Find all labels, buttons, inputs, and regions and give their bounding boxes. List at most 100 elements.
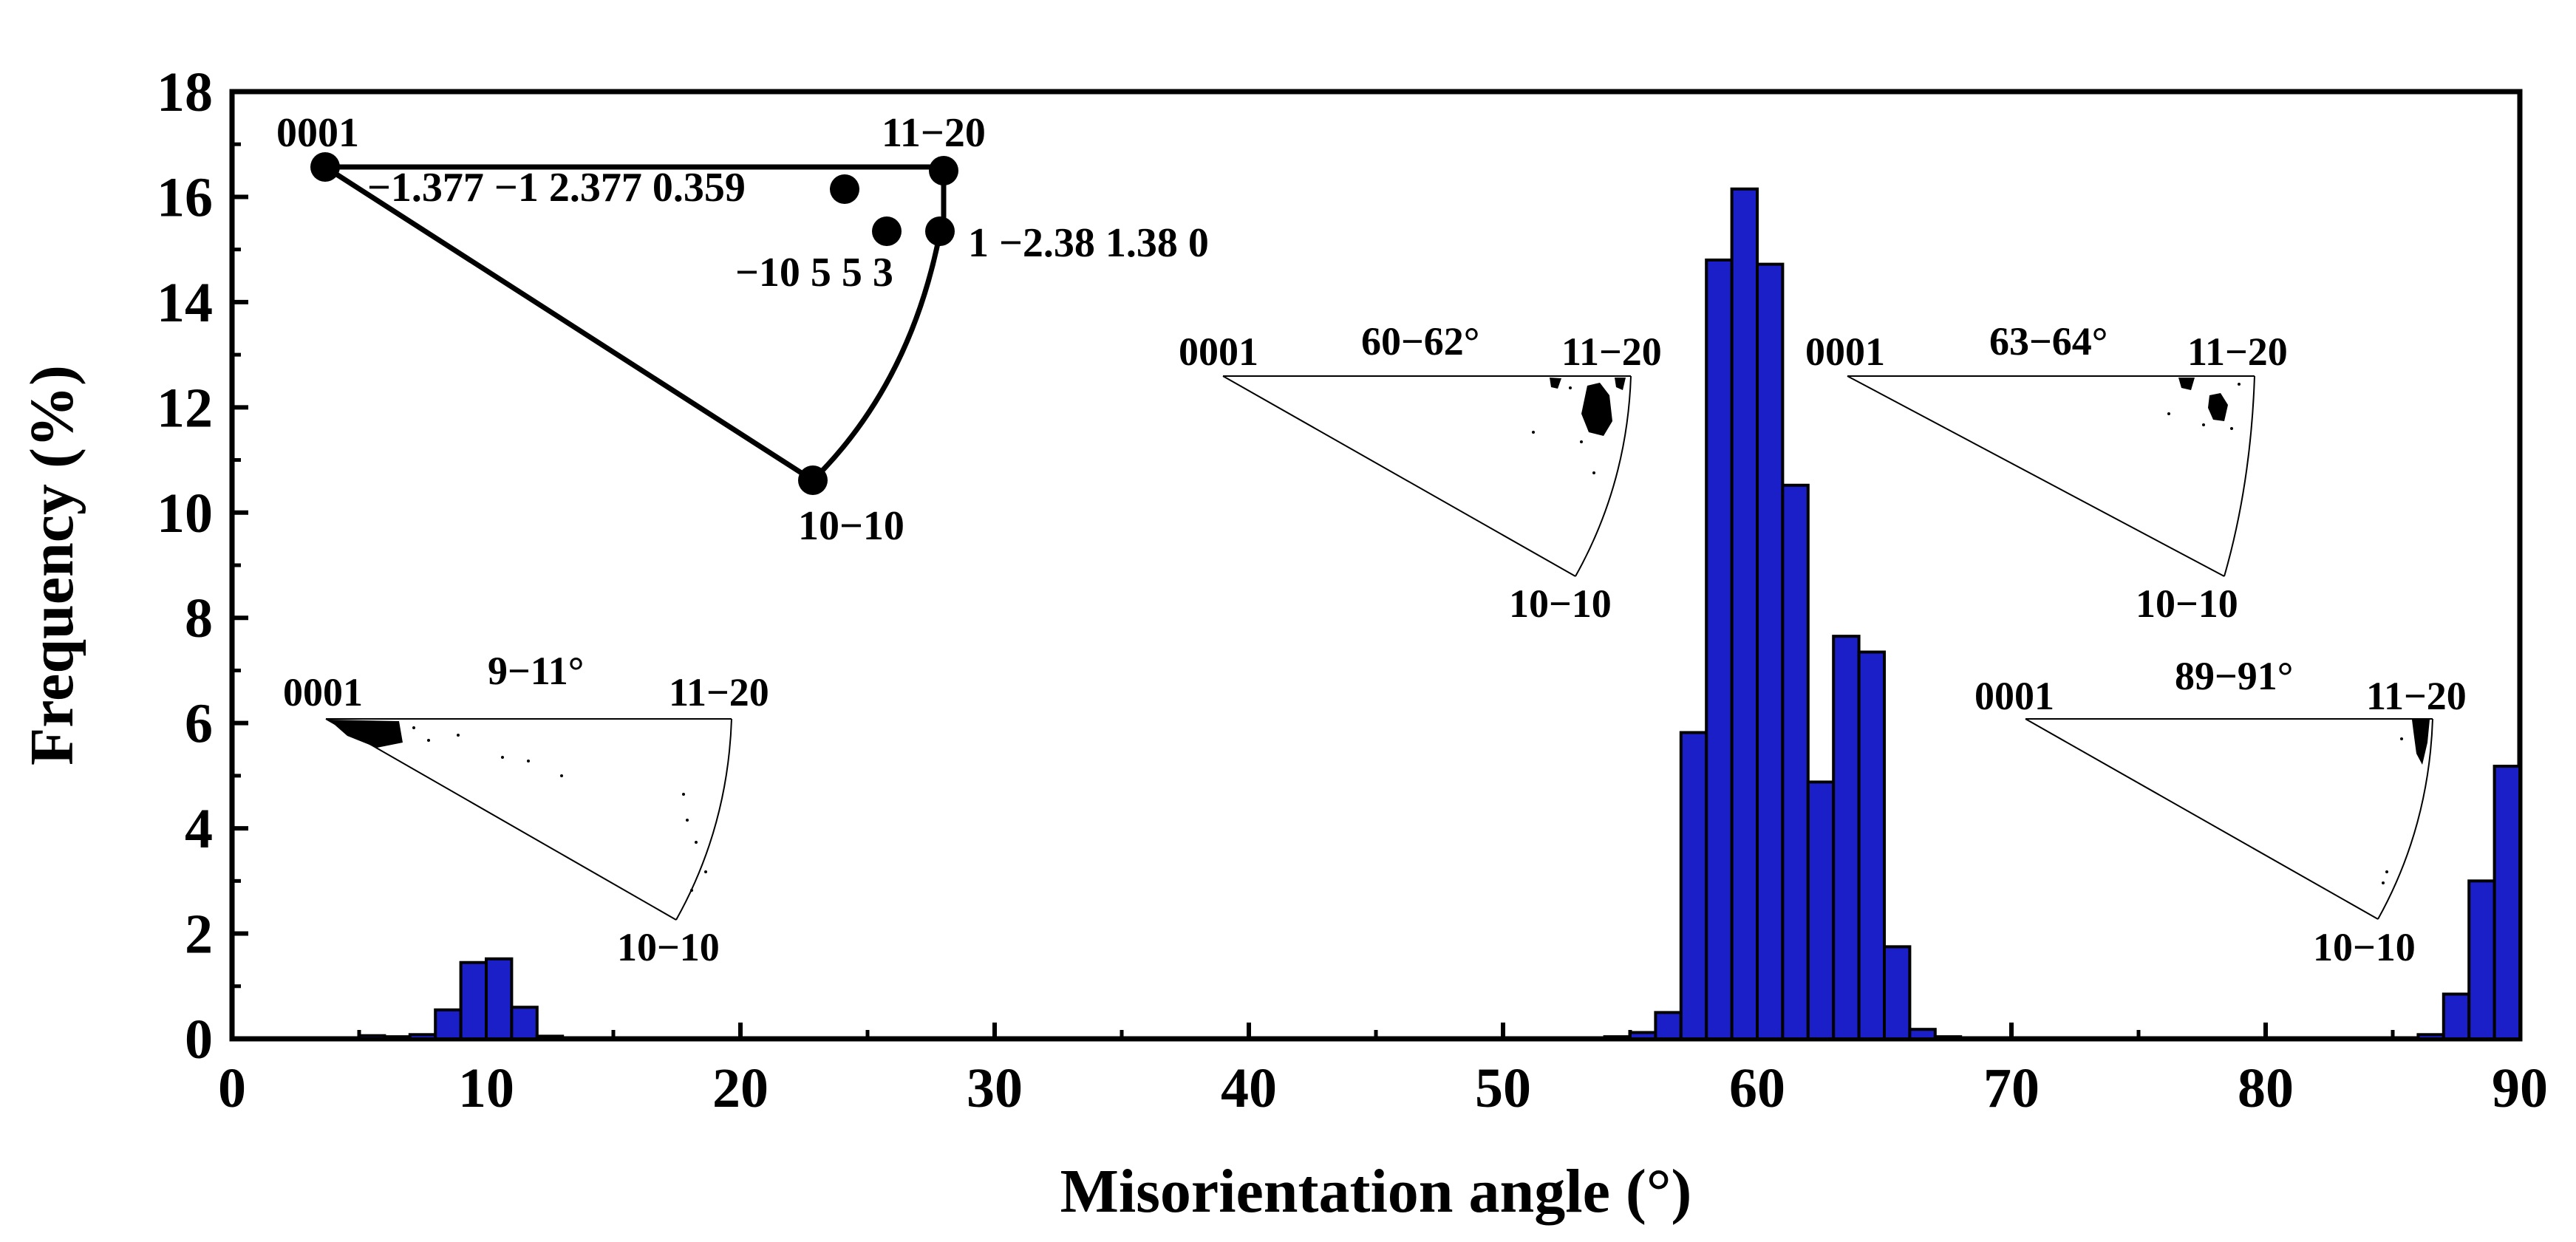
bar [1705, 258, 1734, 1040]
inset-label-11-20: 11−20 [2366, 674, 2467, 718]
y-tick-label: 2 [185, 904, 213, 966]
inset-label-0001: 0001 [1179, 330, 1258, 374]
bar [1781, 483, 1810, 1040]
x-tick-label: 0 [218, 1057, 246, 1119]
scatter-points [1532, 386, 1595, 474]
x-tick-label: 90 [2492, 1057, 2548, 1119]
main-ipf-triangle: 0001 11−20 10−10 −1.377 −1 2.377 0.359 −… [276, 110, 1209, 549]
label-axis-c: 1 −2.38 1.38 0 [968, 220, 1209, 266]
y-tick-label: 10 [157, 482, 213, 545]
y-tick-label: 12 [157, 377, 213, 439]
x-tick-label: 20 [712, 1057, 769, 1119]
axis-b-dot [872, 216, 902, 246]
pole-11-20-dot [929, 156, 958, 185]
x-tick-label: 80 [2238, 1057, 2294, 1119]
pole-density-cluster [1550, 378, 1561, 389]
bar [510, 1006, 539, 1041]
bar [358, 1034, 386, 1041]
bar [1908, 1028, 1937, 1041]
pole-10-10-dot [798, 465, 828, 495]
pole-density-cluster [329, 720, 403, 748]
bar [1578, 1036, 1606, 1041]
x-tick-label: 70 [1983, 1057, 2040, 1119]
bar [1552, 1036, 1581, 1041]
inset-60-62: 60−62° 0001 11−20 10−10 [1179, 319, 1662, 626]
inset-label-0001: 0001 [1805, 330, 1885, 374]
bar [2467, 879, 2496, 1041]
x-tick-label: 40 [1221, 1057, 1277, 1119]
inset-label-11-20: 11−20 [1561, 330, 1662, 374]
pole-0001-dot [310, 152, 340, 182]
plot-frame [229, 89, 2523, 1042]
y-tick-label: 16 [157, 166, 213, 228]
x-axis-title: Misorientation angle (°) [1060, 1157, 1692, 1226]
inset-label-10-10: 10−10 [2136, 581, 2238, 626]
x-tick-label: 10 [458, 1057, 514, 1119]
inset-range-label: 89−91° [2175, 654, 2293, 698]
bar [2442, 992, 2471, 1040]
y-tick-label: 0 [185, 1009, 213, 1071]
y-axis-title: Frequency (%) [18, 365, 86, 765]
label-10-10: 10−10 [798, 503, 904, 549]
bar [1654, 1011, 1683, 1041]
label-0001: 0001 [276, 110, 359, 156]
x-axis-ticks: 0 10 20 30 40 50 60 70 80 90 [218, 1023, 2548, 1119]
bar [408, 1033, 437, 1041]
inset-left-edge [325, 718, 677, 921]
inset-label-0001: 0001 [1974, 674, 2054, 718]
pole-density-cluster [2412, 720, 2430, 765]
scatter-points [2167, 383, 2241, 430]
pole-density-cluster [1581, 383, 1612, 436]
bar [1679, 731, 1708, 1041]
bar [1603, 1035, 1632, 1041]
bar [1730, 187, 1759, 1040]
bar [459, 960, 488, 1041]
inset-63-64: 63−64° 0001 11−20 10−10 [1805, 319, 2288, 626]
bar [1756, 262, 1785, 1040]
bar [485, 957, 514, 1040]
inset-arc [675, 718, 732, 921]
x-tick-label: 60 [1729, 1057, 1785, 1119]
y-tick-label: 6 [185, 693, 213, 755]
x-tick-label: 50 [1475, 1057, 1531, 1119]
inset-label-10-10: 10−10 [2313, 925, 2416, 969]
label-axis-a: −1.377 −1 2.377 0.359 [367, 165, 746, 211]
bar [1629, 1031, 1657, 1041]
axis-a-dot [830, 174, 859, 204]
y-tick-label: 18 [157, 61, 213, 123]
inset-left-edge [2025, 718, 2379, 920]
bar [1883, 945, 1912, 1040]
inset-range-label: 63−64° [1989, 319, 2108, 364]
bar [1857, 650, 1887, 1040]
axis-c-dot [925, 216, 955, 246]
inset-arc [1575, 375, 1632, 577]
y-axis-ticks: 0 2 4 6 8 10 12 14 16 18 [157, 61, 248, 1071]
bar [1806, 780, 1836, 1040]
y-tick-label: 8 [185, 587, 213, 649]
inset-label-10-10: 10−10 [617, 925, 720, 969]
triangle-left-edge [324, 165, 814, 482]
bar [535, 1034, 565, 1040]
y-tick-label: 14 [157, 272, 213, 334]
pole-density-cluster [2208, 393, 2228, 421]
inset-89-91: 89−91° 0001 11−20 10−10 [1974, 654, 2467, 969]
inset-left-edge [1222, 375, 1576, 577]
bar [434, 1008, 463, 1040]
inset-arc [2377, 718, 2433, 920]
inset-arc [2224, 375, 2255, 577]
bar-series [358, 187, 2522, 1041]
inset-range-label: 60−62° [1361, 319, 1479, 364]
inset-label-0001: 0001 [283, 670, 363, 714]
bar [1832, 635, 1861, 1040]
inset-label-11-20: 11−20 [2187, 330, 2288, 374]
bar [2492, 765, 2522, 1040]
pole-density-cluster [1615, 378, 1626, 390]
inset-9-11: 9−11° 0001 11−20 10−10 [283, 649, 769, 969]
y-tick-label: 4 [185, 798, 213, 860]
scatter-points [372, 725, 707, 892]
inset-left-edge [1847, 375, 2225, 577]
bar [383, 1035, 412, 1041]
inset-range-label: 9−11° [488, 649, 584, 693]
label-axis-b: −10 5 5 3 [735, 250, 893, 296]
inset-label-10-10: 10−10 [1509, 581, 1612, 626]
